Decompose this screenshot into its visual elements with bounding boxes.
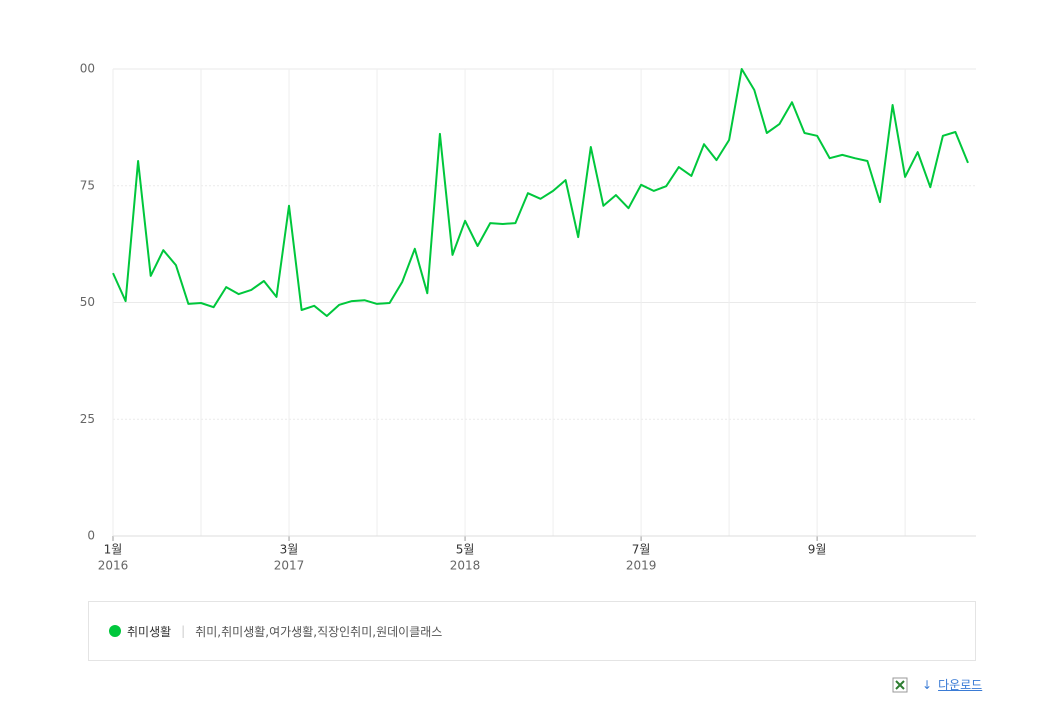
y-tick-label: 0 <box>87 529 95 543</box>
line-series <box>112 68 969 317</box>
y-tick-label: 00 <box>80 62 95 76</box>
y-tick-label: 75 <box>80 178 95 192</box>
x-tick-label: 1월 <box>104 543 123 557</box>
legend-name: 취미생활 <box>127 624 172 639</box>
legend: 취미생활 | 취미,취미생활,여가생활,직장인취미,원데이클래스 <box>88 601 976 661</box>
download-arrow: ↓ <box>922 677 933 692</box>
x-tick-label: 7월 <box>632 543 651 557</box>
chart: 0 25 50 75 00 1월 2016 3월 2017 5월 2018 7월 2019 9월 <box>80 62 976 573</box>
y-tick-label: 50 <box>80 295 95 309</box>
excel-icon[interactable] <box>892 677 908 693</box>
legend-swatch <box>109 625 121 637</box>
x-tick-label: 3월 <box>280 543 299 557</box>
x-tick-label: 9월 <box>808 543 827 557</box>
x-tick-year: 2016 <box>98 559 129 573</box>
x-tick-year: 2019 <box>626 559 657 573</box>
x-tick-year: 2018 <box>450 559 481 573</box>
x-tick-label: 5월 <box>456 543 475 557</box>
y-tick-label: 25 <box>80 412 95 426</box>
legend-keywords: 취미,취미생활,여가생활,직장인취미,원데이클래스 <box>195 624 443 639</box>
legend-separator: | <box>181 624 186 638</box>
download-link[interactable]: 다운로드 <box>938 678 983 692</box>
download-area: ↓ 다운로드 <box>892 676 982 693</box>
x-tick-year: 2017 <box>274 559 305 573</box>
